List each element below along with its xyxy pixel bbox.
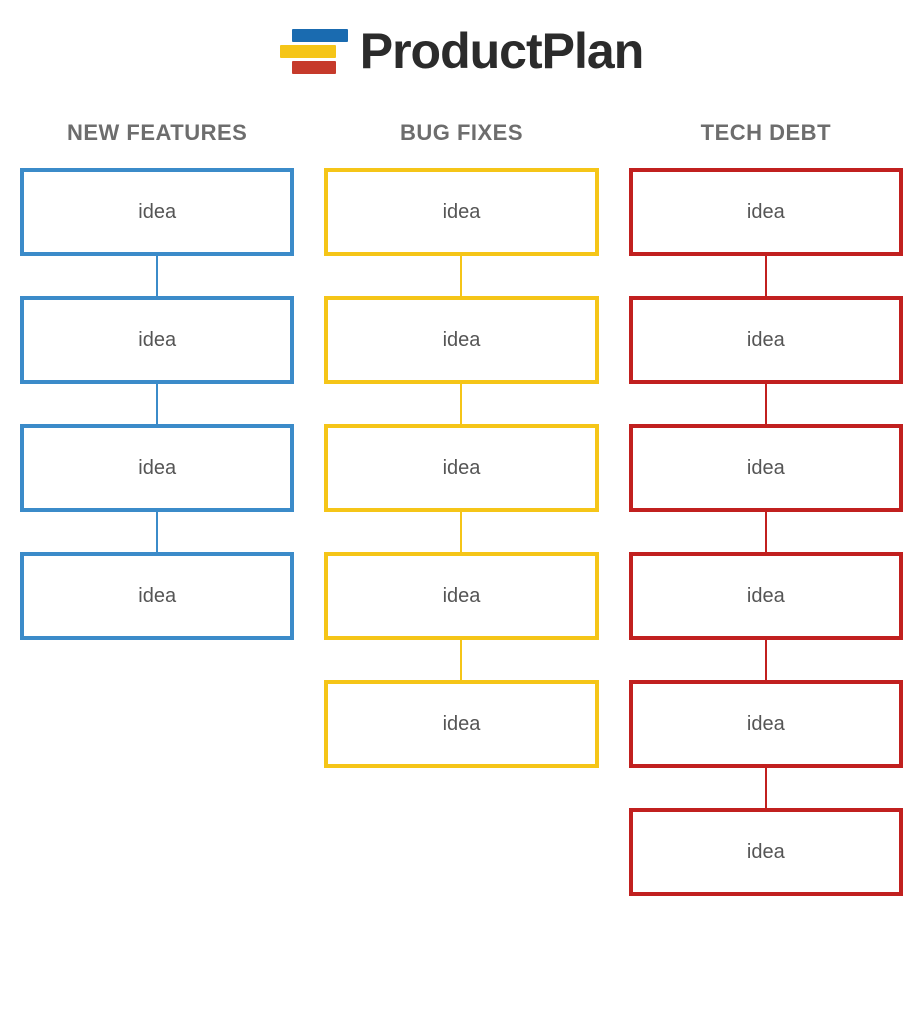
- logo-text-suffix: Plan: [542, 23, 644, 79]
- connector-line: [156, 512, 158, 552]
- idea-card: idea: [20, 424, 294, 512]
- connector-line: [460, 384, 462, 424]
- idea-card: idea: [629, 808, 903, 896]
- idea-card: idea: [324, 552, 598, 640]
- column-title: BUG FIXES: [400, 120, 523, 146]
- idea-card: idea: [629, 424, 903, 512]
- logo-bars-icon: [280, 29, 348, 74]
- column-title: NEW FEATURES: [67, 120, 247, 146]
- idea-card: idea: [629, 680, 903, 768]
- idea-card: idea: [324, 168, 598, 256]
- idea-card: idea: [629, 296, 903, 384]
- connector-line: [156, 384, 158, 424]
- connector-line: [765, 384, 767, 424]
- connector-line: [765, 640, 767, 680]
- column: TECH DEBT idea idea idea idea idea idea: [629, 120, 903, 896]
- connector-line: [156, 256, 158, 296]
- idea-card: idea: [20, 552, 294, 640]
- logo-text-prefix: Product: [360, 23, 542, 79]
- idea-card: idea: [20, 168, 294, 256]
- idea-card: idea: [629, 552, 903, 640]
- idea-card: idea: [20, 296, 294, 384]
- columns-container: NEW FEATURES idea idea idea idea BUG FIXES ide…: [0, 120, 923, 896]
- column: NEW FEATURES idea idea idea idea: [20, 120, 294, 896]
- connector-line: [460, 256, 462, 296]
- connector-line: [765, 512, 767, 552]
- connector-line: [460, 512, 462, 552]
- idea-card: idea: [324, 296, 598, 384]
- idea-card: idea: [324, 680, 598, 768]
- logo-bar: [280, 45, 336, 58]
- connector-line: [765, 256, 767, 296]
- idea-card: idea: [629, 168, 903, 256]
- logo-text: ProductPlan: [360, 22, 644, 80]
- logo-bar: [292, 61, 336, 74]
- logo-bar: [292, 29, 348, 42]
- connector-line: [765, 768, 767, 808]
- column-title: TECH DEBT: [701, 120, 831, 146]
- connector-line: [460, 640, 462, 680]
- column: BUG FIXES idea idea idea idea idea: [324, 120, 598, 896]
- logo: ProductPlan: [0, 0, 923, 120]
- idea-card: idea: [324, 424, 598, 512]
